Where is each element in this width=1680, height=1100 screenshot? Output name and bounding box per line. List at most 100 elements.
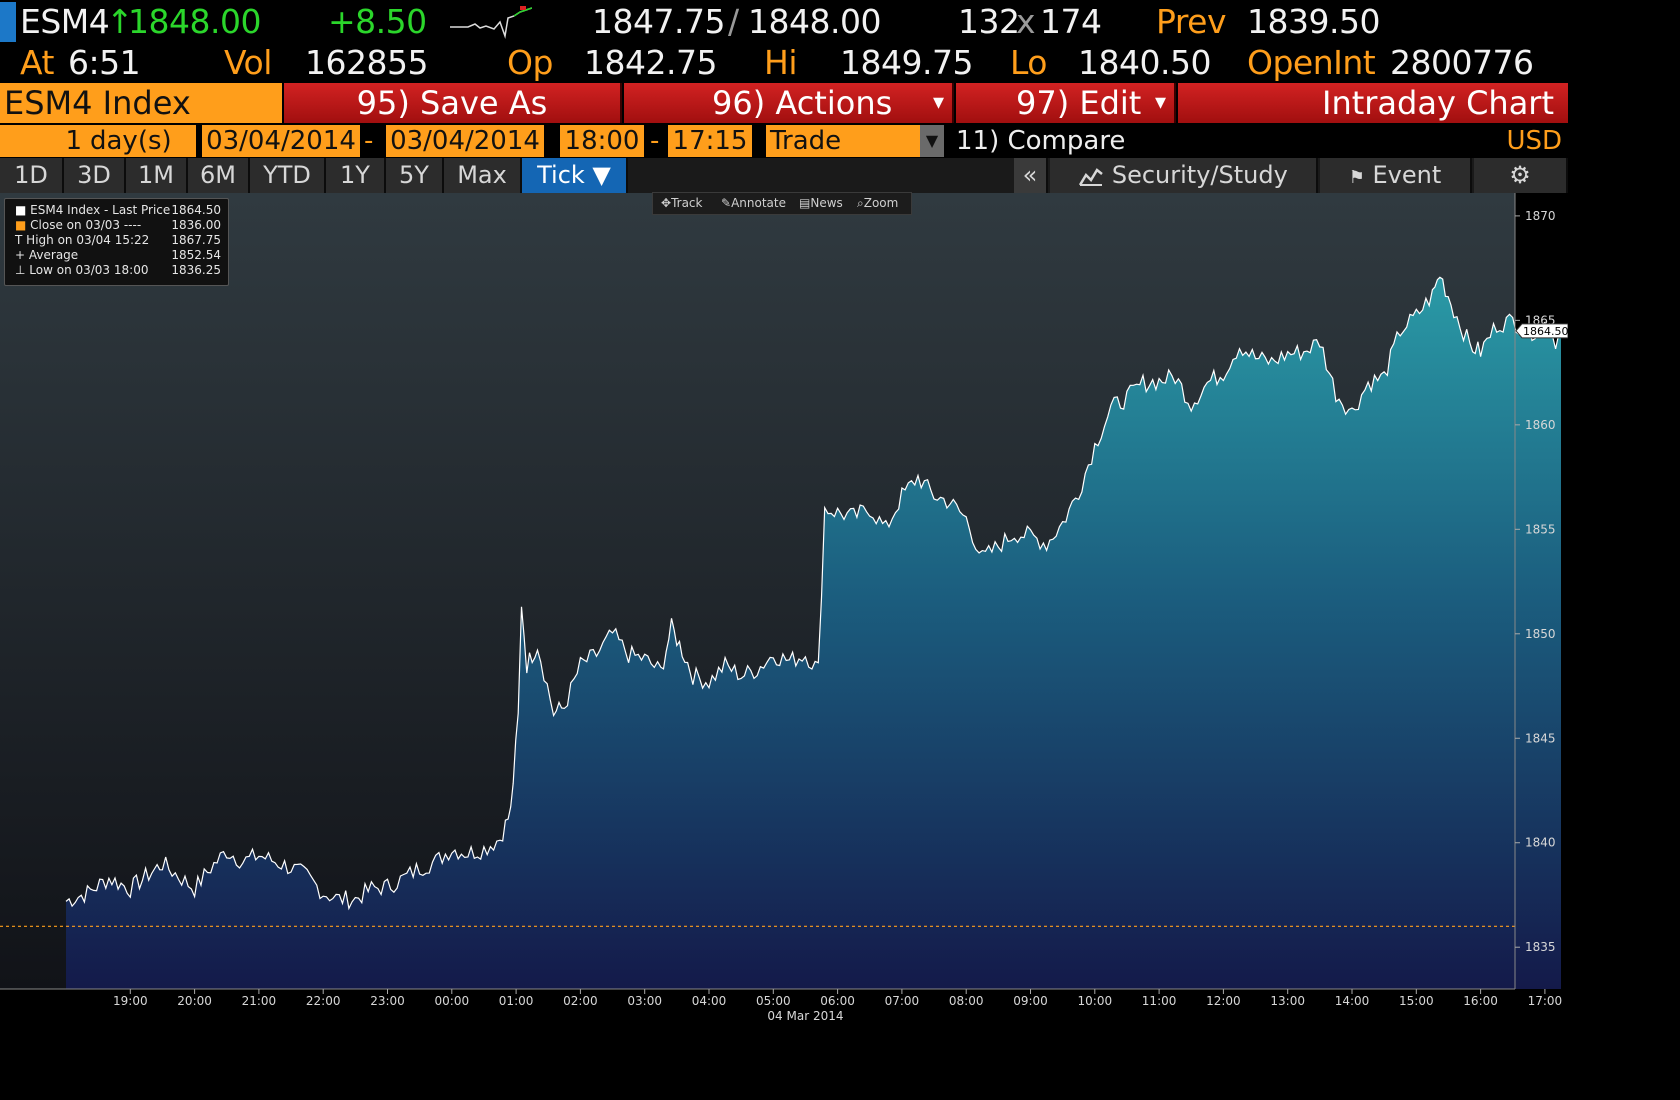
start-time-field[interactable]: 18:00 xyxy=(560,125,644,157)
date-range-dash: - xyxy=(364,126,374,156)
bid-price: 1847.75 xyxy=(592,2,725,41)
zoom-button[interactable]: ⌕ Zoom xyxy=(857,193,898,214)
x-tick-label: 12:00 xyxy=(1206,994,1241,1008)
prev-price: 1839.50 xyxy=(1247,2,1380,41)
security-field[interactable]: ESM4 Index xyxy=(0,83,282,123)
legend-row: ⊥ Low on 03/03 18:00 1836.25 xyxy=(15,263,221,278)
start-date-field[interactable]: 03/04/2014 xyxy=(202,125,360,157)
collapse-icon[interactable]: « xyxy=(1014,158,1048,193)
x-axis-date-label: 04 Mar 2014 xyxy=(767,1009,843,1023)
y-tick-label: 1835 xyxy=(1525,940,1556,954)
range-max-button[interactable]: Max xyxy=(444,158,522,193)
legend-label: ESM4 Index - Last Price xyxy=(30,203,171,217)
range-tick-dropdown[interactable]: Tick ▼ xyxy=(522,158,628,193)
price-line xyxy=(65,276,1562,911)
edit-label: 97) Edit xyxy=(1016,84,1142,122)
x-tick-label: 02:00 xyxy=(563,994,598,1008)
up-arrow-icon: ↑ xyxy=(106,2,134,41)
x-tick-label: 10:00 xyxy=(1078,994,1113,1008)
days-field[interactable]: 1 day(s) xyxy=(0,125,196,157)
legend-label: Close on 03/03 ---- xyxy=(30,218,142,232)
days-unit: day(s) xyxy=(90,126,172,156)
compare-link[interactable]: 11) Compare xyxy=(956,126,1126,156)
annotate-label: Annotate xyxy=(731,196,786,210)
volume-label: Vol xyxy=(224,43,272,82)
news-button[interactable]: ▤ News xyxy=(799,193,843,214)
legend-low-marker-icon: ⊥ xyxy=(15,263,26,277)
y-tick-label: 1840 xyxy=(1525,836,1556,850)
page-title: Intraday Chart xyxy=(1178,83,1568,123)
range-6m-button[interactable]: 6M xyxy=(188,158,250,193)
x-tick-label: 13:00 xyxy=(1270,994,1305,1008)
range-ytd-button[interactable]: YTD xyxy=(250,158,326,193)
time-range-dash: - xyxy=(650,126,660,156)
x-tick-label: 05:00 xyxy=(756,994,791,1008)
bid-size: 132 xyxy=(958,2,1020,41)
security-study-button[interactable]: Security/Study xyxy=(1050,158,1318,193)
event-type-dropdown-icon[interactable]: ▼ xyxy=(920,125,944,157)
page-title-label: Intraday Chart xyxy=(1322,84,1554,122)
track-button[interactable]: ✥ Track xyxy=(661,193,702,214)
function-bar: ESM4 Index 95) Save As 96) Actions ▾ 97)… xyxy=(0,83,1568,123)
range-5y-button[interactable]: 5Y xyxy=(386,158,444,193)
days-value: 1 xyxy=(65,126,82,156)
ask-price: 1848.00 xyxy=(748,2,881,41)
actions-label: 96) Actions xyxy=(712,84,893,122)
range-1d-button[interactable]: 1D xyxy=(0,158,64,193)
legend-row: T High on 03/04 15:22 1867.75 xyxy=(15,233,221,248)
legend-label: High on 03/04 15:22 xyxy=(26,233,150,247)
x-tick-label: 06:00 xyxy=(820,994,855,1008)
x-tick-label: 22:00 xyxy=(306,994,341,1008)
prev-label: Prev xyxy=(1156,2,1227,41)
legend-last-price-swatch: ■ xyxy=(15,203,27,217)
edit-button[interactable]: 97) Edit ▾ xyxy=(956,83,1176,123)
event-label: Event xyxy=(1372,161,1442,189)
low-label: Lo xyxy=(1010,43,1048,82)
time-label: At xyxy=(20,43,54,82)
event-type-value: Trade xyxy=(770,126,842,156)
gear-icon[interactable]: ⚙ xyxy=(1474,158,1568,193)
end-date-field[interactable]: 03/04/2014 xyxy=(386,125,544,157)
x-tick-label: 03:00 xyxy=(627,994,662,1008)
range-1m-button[interactable]: 1M xyxy=(126,158,188,193)
ticker-accent-bar xyxy=(0,2,16,42)
chart-toolbar: ✥ Track ✎ Annotate ▤ News ⌕ Zoom xyxy=(652,192,912,215)
x-tick-label: 23:00 xyxy=(370,994,405,1008)
range-3d-button[interactable]: 3D xyxy=(64,158,126,193)
chart-study-icon xyxy=(1079,168,1103,186)
legend-close-swatch: ■ xyxy=(15,218,27,232)
x-tick-label: 11:00 xyxy=(1142,994,1177,1008)
price-area xyxy=(66,277,1561,989)
settings-bar: 1 day(s) 03/04/2014 - 03/04/2014 18:00 -… xyxy=(0,125,1568,157)
event-type-select[interactable]: Trade xyxy=(766,125,920,157)
annotate-button[interactable]: ✎ Annotate xyxy=(721,193,786,214)
event-button[interactable]: ⚑ Event xyxy=(1320,158,1472,193)
open-value: 1842.75 xyxy=(584,43,717,82)
actions-button[interactable]: 96) Actions ▾ xyxy=(624,83,954,123)
legend-high-marker-icon: T xyxy=(15,233,23,247)
open-label: Op xyxy=(507,43,553,82)
x-tick-label: 19:00 xyxy=(113,994,148,1008)
x-tick-label: 14:00 xyxy=(1335,994,1370,1008)
x-tick-label: 20:00 xyxy=(177,994,212,1008)
legend-row: ■ Close on 03/03 ---- 1836.00 xyxy=(15,218,221,233)
end-time-field[interactable]: 17:15 xyxy=(668,125,752,157)
legend-value: 1867.75 xyxy=(171,233,221,247)
x-tick-label: 21:00 xyxy=(242,994,277,1008)
zoom-label: Zoom xyxy=(863,196,899,210)
x-tick-label: 16:00 xyxy=(1463,994,1498,1008)
x-tick-label: 04:00 xyxy=(692,994,727,1008)
range-1y-button[interactable]: 1Y xyxy=(326,158,386,193)
chart-legend[interactable]: ■ ESM4 Index - Last Price 1864.50 ■ Clos… xyxy=(4,198,229,286)
save-as-button[interactable]: 95) Save As xyxy=(284,83,622,123)
size-separator: x xyxy=(1016,2,1036,41)
ticker-symbol: ESM4 xyxy=(20,2,110,41)
ask-size: 174 xyxy=(1040,2,1102,41)
legend-value: 1864.50 xyxy=(171,203,221,217)
news-label: News xyxy=(810,196,843,210)
x-tick-label: 17:00 xyxy=(1528,994,1563,1008)
x-tick-label: 08:00 xyxy=(949,994,984,1008)
last-price: 1848.00 xyxy=(128,2,261,41)
legend-row: ■ ESM4 Index - Last Price 1864.50 xyxy=(15,203,221,218)
